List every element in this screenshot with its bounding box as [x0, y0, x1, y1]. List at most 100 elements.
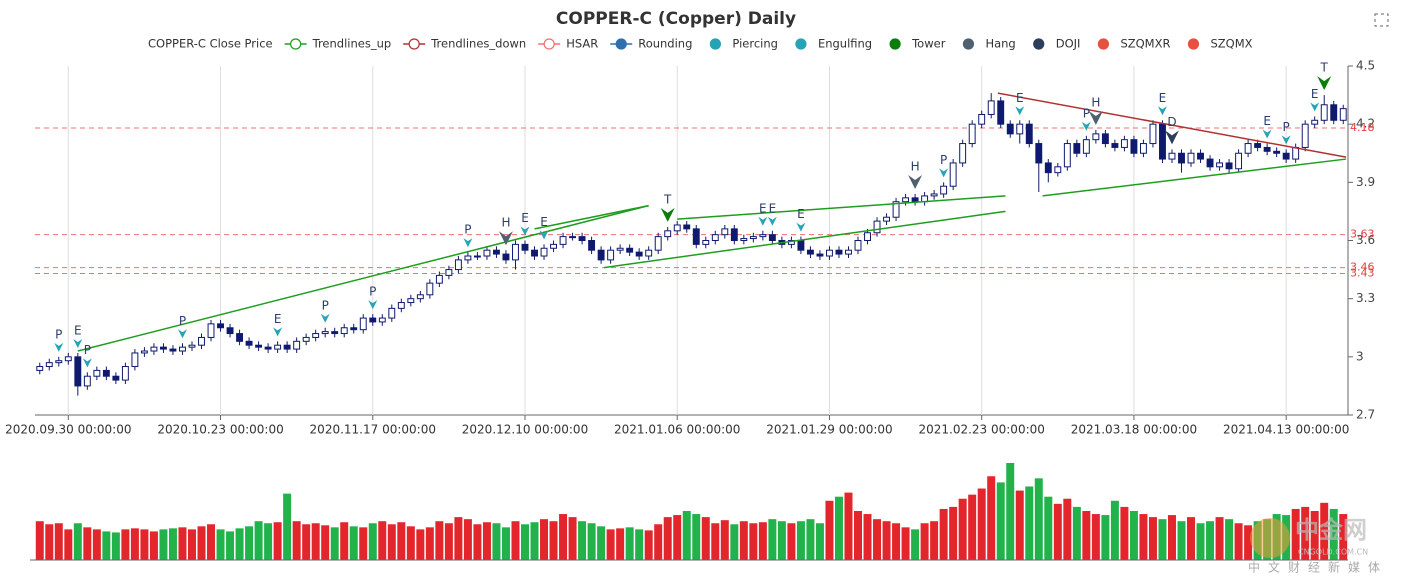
volume-bar	[226, 531, 235, 560]
volume-bar	[159, 529, 168, 560]
pattern-label: E	[1159, 91, 1167, 105]
legend-symbol	[290, 38, 302, 50]
legend-item[interactable]: Piercing	[709, 37, 778, 51]
x-tick-label: 2021.03.18 00:00:00	[1071, 423, 1197, 437]
volume-bar	[939, 508, 948, 560]
pattern-marker	[368, 300, 378, 310]
volume-bar	[254, 521, 263, 560]
watermark-name: 中金网	[1295, 516, 1367, 544]
candle-body	[121, 366, 129, 381]
legend-item[interactable]: HSAR	[538, 37, 598, 51]
toolbox-icon[interactable]	[1374, 13, 1389, 27]
legend-item[interactable]: SZQMXR	[1097, 37, 1170, 51]
zoom-icon[interactable]	[1374, 13, 1389, 27]
volume-bar	[378, 521, 387, 560]
candle-body	[1254, 143, 1262, 148]
legend-item[interactable]: SZQMX	[1187, 37, 1253, 51]
volume-bar	[739, 521, 748, 560]
volume-bar	[111, 532, 120, 560]
candle-body	[1054, 166, 1062, 174]
volume-bar	[1072, 506, 1081, 560]
legend-symbol	[408, 38, 420, 50]
candle-body	[426, 282, 434, 296]
pattern-label: E	[521, 211, 529, 225]
legend-item[interactable]: COPPER-C Close Price	[148, 37, 273, 51]
legend-symbol	[615, 38, 627, 50]
volume-bar	[292, 521, 301, 560]
legend-item[interactable]: Tower	[889, 37, 946, 51]
candle-body	[112, 375, 120, 381]
volume-bar	[1091, 514, 1100, 560]
volume-bar	[587, 523, 596, 560]
candle-body	[1120, 139, 1128, 148]
candle-body	[597, 249, 605, 261]
pattern-label: H	[1091, 95, 1100, 109]
legend-label: DOJI	[1056, 37, 1081, 51]
legend-label: SZQMX	[1210, 37, 1252, 51]
candle-body	[1216, 162, 1224, 168]
pattern-marker	[498, 231, 513, 246]
volume-bar	[1148, 517, 1157, 560]
candle-body	[1101, 133, 1109, 145]
candle-body	[217, 323, 224, 329]
candle-body	[1292, 146, 1300, 160]
volume-bar	[882, 521, 891, 560]
candle-body	[759, 234, 767, 238]
candle-body	[1187, 152, 1195, 164]
candle-body	[959, 143, 967, 164]
candle-body	[188, 344, 196, 348]
pattern-label: P	[1083, 106, 1090, 120]
volume-bar	[501, 527, 510, 560]
volume-bar	[435, 521, 444, 560]
candle-body	[521, 243, 529, 251]
legend-symbol	[709, 38, 721, 50]
pattern-marker	[1317, 76, 1332, 91]
candle-body	[721, 228, 729, 236]
volume-bar	[834, 496, 843, 560]
pattern-marker	[939, 168, 949, 178]
volume-bar	[892, 523, 901, 560]
trendline	[534, 204, 649, 230]
candle-body	[236, 333, 244, 342]
volume-bar	[854, 510, 862, 560]
volume-bar	[444, 523, 453, 560]
candle-body	[245, 340, 253, 346]
candle-body	[1130, 139, 1138, 154]
legend-item[interactable]: DOJI	[1033, 37, 1081, 51]
legend-symbol	[795, 38, 807, 50]
volume-bar	[311, 523, 320, 560]
pattern-marker	[1164, 130, 1179, 145]
legend-item[interactable]: Hang	[962, 37, 1016, 51]
volume-bar	[911, 529, 920, 560]
volume-bar	[663, 517, 672, 560]
candle-body	[207, 323, 215, 338]
legend-label: SZQMXR	[1120, 37, 1170, 51]
pattern-marker	[539, 230, 549, 240]
legend-item[interactable]: Rounding	[610, 37, 692, 51]
candle-body	[730, 228, 738, 242]
volume-bar	[197, 526, 206, 560]
candle-body	[1016, 123, 1024, 135]
legend-item[interactable]: Trendlines_up	[284, 37, 392, 51]
candle-body	[1168, 152, 1176, 160]
volume-bar	[473, 524, 482, 560]
candle-body	[1235, 152, 1243, 170]
legend-item[interactable]: Trendlines_down	[403, 37, 526, 51]
volume-bar	[777, 521, 786, 560]
candle-body	[645, 249, 653, 257]
volume-bar	[930, 521, 939, 560]
legend-symbol	[1033, 38, 1045, 50]
candle-body	[559, 236, 567, 245]
volume-bar	[1215, 517, 1224, 560]
legend-item[interactable]: Engulfing	[795, 37, 872, 51]
candle-body	[806, 249, 814, 255]
candle-body	[1320, 104, 1328, 121]
pattern-label: P	[84, 343, 91, 357]
pattern-label: E	[274, 312, 282, 326]
trendline	[677, 195, 1006, 220]
candle-body	[302, 336, 310, 342]
volume-bar	[578, 521, 587, 560]
candle-body	[854, 240, 862, 251]
legend-label: Engulfing	[818, 37, 872, 51]
volume-bar	[121, 529, 130, 560]
